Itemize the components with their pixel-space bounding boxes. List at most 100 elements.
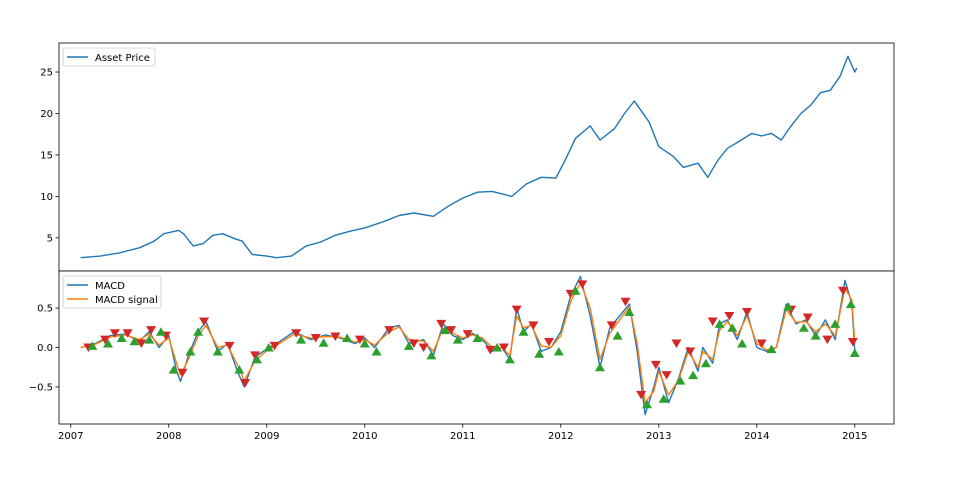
buy-signal-marker (212, 346, 223, 356)
sell-signal-marker (606, 321, 617, 330)
sell-signal-marker (756, 339, 767, 349)
legend-label-asset-price: Asset Price (95, 53, 150, 64)
price-y-tick-label: 5 (47, 233, 53, 244)
sell-signal-marker (741, 308, 752, 317)
buy-signal-marker (727, 323, 738, 332)
macd-axes: 0.5 0.0 −0.5 MACD MACD signal 2007 2008 2009… (29, 270, 895, 442)
sell-signal-marker (498, 343, 509, 352)
sell-signal-marker (685, 347, 696, 356)
sell-signal-marker (250, 351, 261, 360)
sell-signal-marker (707, 317, 718, 326)
macd-y-tick-label: −0.5 (29, 382, 53, 393)
buy-signal-marker (798, 323, 809, 332)
sell-signal-marker (100, 335, 111, 345)
buy-signal-marker (504, 354, 515, 364)
sell-signal-marker (724, 311, 735, 321)
sell-signal-marker (620, 297, 631, 307)
buy-signal-marker (263, 343, 274, 352)
buy-signal-marker (318, 338, 329, 347)
x-tick-label: 2009 (254, 431, 279, 442)
sell-signal-marker (544, 337, 555, 347)
macd-legend: MACD MACD signal (62, 275, 162, 309)
buy-signal-marker (658, 394, 669, 403)
sell-signal-marker (822, 335, 833, 345)
buy-signal-marker (570, 286, 581, 295)
sell-signal-marker (671, 339, 682, 349)
sell-signal-marker (199, 317, 210, 326)
legend-label-macd-signal: MACD signal (95, 295, 158, 306)
buy-signal-marker (452, 335, 463, 344)
buy-signal-marker (766, 344, 777, 354)
buy-signal-marker (594, 362, 605, 372)
buy-signal-marker (810, 331, 821, 340)
buy-signal-marker (103, 339, 114, 348)
x-ticks: 2007 2008 2009 2010 2011 2012 2013 2014 2015 (58, 424, 868, 442)
sell-signal-marker (240, 378, 251, 388)
sell-signal-marker (418, 343, 429, 352)
macd-y-tick-label: 0.5 (37, 304, 53, 315)
buy-signal-marker (624, 307, 635, 317)
sell-signal-marker (291, 329, 302, 338)
buy-signal-marker (87, 341, 98, 350)
buy-signal-marker (845, 299, 856, 309)
sell-signal-marker (462, 330, 473, 339)
macd-y-ticks: 0.5 0.0 −0.5 (29, 304, 59, 393)
buy-signal-marker (688, 370, 699, 380)
x-tick-label: 2012 (548, 431, 573, 442)
sell-signal-marker (109, 329, 120, 338)
sell-signal-marker (384, 326, 395, 335)
buy-signal-marker (116, 333, 127, 343)
buy-signal-marker (342, 333, 353, 343)
buy-signal-marker (185, 346, 196, 356)
price-y-ticks: 5 10 15 20 25 (40, 68, 59, 244)
sell-signal-marker (122, 329, 133, 338)
legend-label-macd: MACD (95, 281, 125, 292)
sell-signal-marker (577, 280, 588, 289)
buy-signal-marker (251, 354, 262, 364)
buy-signal-marker (440, 325, 451, 335)
buy-signal-marker (700, 358, 711, 368)
x-tick-label: 2013 (646, 431, 671, 442)
buy-signal-marker (234, 365, 245, 374)
buy-signal-marker (737, 339, 748, 348)
x-tick-label: 2010 (352, 431, 377, 442)
buy-signal-marker (193, 327, 204, 336)
sell-signal-marker (650, 360, 661, 370)
sell-signal-marker (136, 339, 147, 349)
sell-signal-marker (636, 390, 647, 400)
sell-signal-marker (511, 305, 522, 315)
x-tick-label: 2015 (842, 431, 867, 442)
price-y-tick-label: 25 (40, 68, 53, 79)
buy-signal-marker (553, 346, 564, 356)
sell-signal-marker (446, 326, 457, 335)
x-tick-label: 2008 (156, 431, 181, 442)
x-tick-label: 2007 (58, 431, 83, 442)
x-tick-label: 2011 (450, 431, 475, 442)
buy-signal-marker (403, 341, 414, 350)
price-axes: 5 10 15 20 25 Asset Price (40, 42, 895, 272)
price-series (80, 55, 858, 259)
sell-signal-marker (528, 321, 539, 330)
buy-signal-marker (168, 365, 179, 374)
sell-signal-marker (847, 337, 858, 347)
sell-signal-marker (485, 345, 496, 355)
price-y-tick-label: 10 (40, 192, 53, 203)
sell-signal-marker (802, 313, 813, 323)
sell-signal-marker (838, 286, 849, 296)
buy-signal-marker (129, 336, 140, 346)
buy-signal-marker (518, 327, 529, 336)
sell-signal-marker (269, 341, 280, 351)
buy-signal-marker (849, 348, 860, 358)
sell-signal-marker (330, 332, 341, 341)
sell-signal-marker (436, 319, 447, 329)
buy-signal-marker (296, 335, 307, 344)
x-tick-label: 2014 (744, 431, 769, 442)
buy-signal-marker (642, 399, 653, 409)
sell-signal-marker (408, 339, 419, 349)
sell-signal-marker (224, 341, 235, 351)
sell-signal-marker (177, 368, 188, 378)
buy-signal-marker (155, 327, 166, 336)
buy-signal-marker (830, 319, 841, 328)
signal-markers (83, 280, 860, 409)
